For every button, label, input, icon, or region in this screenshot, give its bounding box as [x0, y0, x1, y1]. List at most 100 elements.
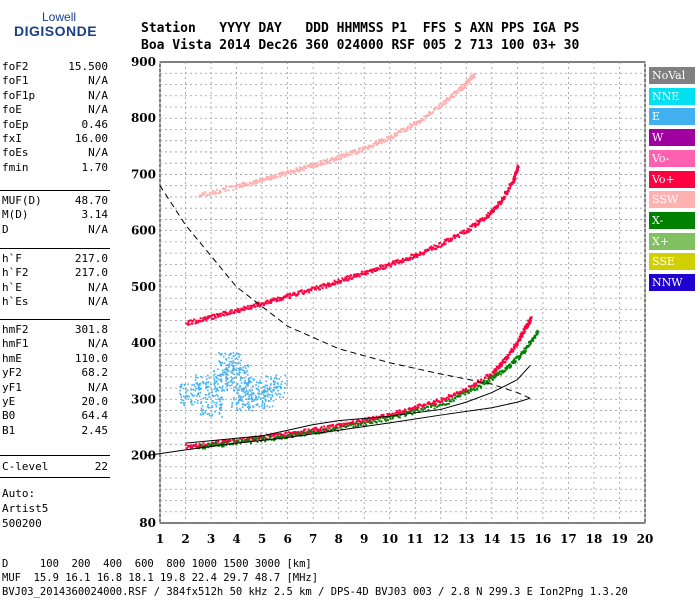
data-point: [217, 378, 220, 380]
data-point: [282, 171, 285, 174]
param-name: h`Es: [2, 295, 29, 309]
data-point: [232, 377, 234, 380]
data-point: [195, 445, 198, 448]
data-point: [280, 297, 283, 300]
data-point: [303, 164, 306, 167]
x-tick-label: 5: [258, 532, 266, 546]
data-point: [200, 387, 202, 390]
data-point: [305, 431, 308, 434]
data-point: [183, 395, 185, 398]
data-point: [449, 94, 452, 97]
data-point: [527, 325, 530, 328]
data-point: [327, 285, 330, 288]
data-point: [280, 387, 282, 390]
data-point: [246, 370, 249, 372]
data-point: [511, 183, 514, 186]
data-point: [409, 126, 412, 129]
param-row: hmF2 301.8: [2, 323, 108, 337]
data-point: [213, 444, 216, 447]
data-point: [391, 417, 394, 420]
data-point: [323, 428, 326, 431]
data-point: [499, 203, 502, 206]
data-point: [295, 167, 298, 170]
data-point: [234, 309, 237, 312]
data-point: [188, 395, 190, 398]
data-point: [449, 395, 452, 398]
data-point: [394, 263, 397, 266]
data-point: [352, 420, 355, 423]
data-point: [261, 392, 264, 394]
data-point: [249, 441, 252, 444]
data-point: [411, 413, 414, 416]
data-point: [242, 369, 244, 372]
data-point: [302, 169, 305, 172]
data-point: [223, 371, 225, 373]
data-point: [327, 282, 330, 285]
data-point: [522, 349, 525, 352]
data-point: [343, 278, 346, 281]
data-point: [264, 398, 266, 401]
data-point: [468, 389, 471, 392]
data-point: [493, 371, 496, 374]
data-point: [276, 296, 279, 299]
data-point: [351, 276, 354, 279]
data-point: [315, 165, 318, 168]
data-point: [357, 152, 360, 155]
data-point: [373, 269, 376, 272]
data-point: [286, 379, 288, 382]
data-point: [506, 355, 509, 358]
data-point: [211, 441, 214, 444]
data-point: [260, 181, 263, 184]
data-point: [237, 353, 240, 355]
data-point: [326, 162, 329, 165]
data-point: [341, 277, 344, 280]
data-point: [503, 358, 506, 361]
data-point: [242, 389, 244, 392]
data-point: [473, 382, 476, 385]
data-point: [385, 136, 388, 139]
data-point: [258, 305, 261, 308]
param-name: C-level: [2, 460, 49, 473]
profile-topside: [159, 185, 531, 399]
data-point: [301, 167, 304, 170]
data-point: [537, 330, 540, 333]
data-point: [294, 170, 297, 173]
data-point: [193, 394, 196, 397]
y-tick-label: 300: [131, 392, 156, 406]
data-point: [256, 403, 259, 405]
data-point: [460, 86, 463, 89]
data-point: [488, 375, 491, 378]
data-point: [273, 434, 276, 437]
data-point: [218, 399, 221, 401]
data-point: [301, 432, 304, 435]
param-name: foE: [2, 103, 22, 117]
data-point: [325, 160, 328, 163]
data-point: [519, 336, 522, 339]
data-point: [225, 311, 228, 314]
data-point: [257, 395, 260, 398]
data-point: [451, 394, 454, 397]
data-point: [376, 418, 379, 421]
data-point: [287, 171, 290, 174]
auto-code: 500200: [2, 517, 42, 530]
data-point: [505, 191, 508, 194]
data-point: [218, 312, 221, 315]
data-point: [332, 160, 335, 163]
data-point: [244, 379, 247, 382]
data-point: [439, 102, 442, 105]
data-point: [189, 401, 192, 403]
data-point: [473, 224, 476, 227]
footer-muf-row: MUF 15.9 16.1 16.8 18.1 19.8 22.4 29.7 4…: [2, 572, 319, 584]
data-point: [414, 405, 417, 408]
param-row: foF1 N/A: [2, 74, 108, 88]
data-point: [399, 130, 402, 133]
data-point: [245, 367, 247, 369]
data-point: [242, 184, 245, 187]
data-point: [258, 390, 260, 392]
legend-item: X-: [649, 211, 695, 229]
data-point: [249, 304, 252, 307]
data-point: [221, 442, 224, 445]
data-point: [270, 378, 273, 381]
data-point: [536, 329, 539, 332]
data-point: [238, 356, 240, 358]
